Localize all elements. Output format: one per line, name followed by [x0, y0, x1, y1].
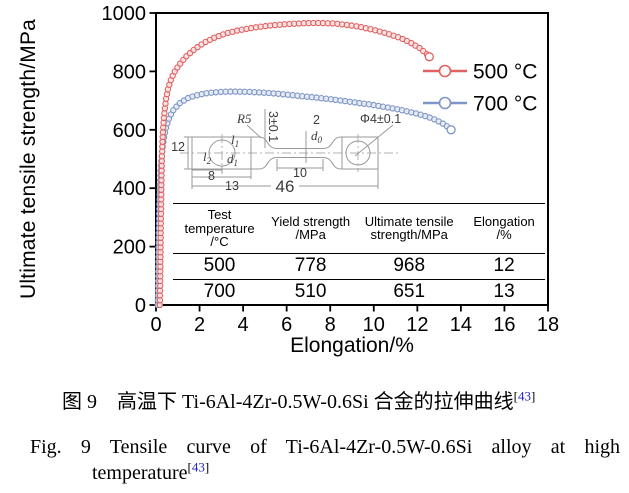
curve-700°C	[154, 88, 456, 309]
table-cell: 500	[173, 253, 266, 280]
legend-item-700°C: 700 °C	[423, 93, 537, 116]
table-cell: 13	[463, 279, 545, 306]
label-l2: l2	[203, 149, 212, 166]
x-tick-label: 6	[281, 314, 292, 336]
dim-2: 2	[313, 113, 320, 127]
x-tick-label: 16	[493, 314, 515, 336]
table-cell: 968	[355, 253, 464, 280]
label-l1: l1	[231, 132, 239, 149]
label-d0: d0	[311, 128, 323, 145]
table-header-cell: Elongation/%	[463, 203, 545, 254]
dim-hole-dia: Φ4±0.1	[360, 112, 401, 126]
dim-R5: R5	[236, 111, 252, 126]
legend-marker-icon	[438, 96, 452, 110]
table-row: 500 778 968 12	[173, 253, 545, 280]
caption-en-line2: temperature[43]	[92, 459, 210, 485]
legend-label: 700 °C	[473, 93, 537, 116]
results-table: Test temperature/°C Yield strength/MPa Ult…	[173, 203, 545, 306]
x-tick-label: 18	[537, 314, 559, 336]
x-tick-label: 0	[150, 314, 161, 336]
caption-en-line1: Fig. 9 Tensile curve of Ti-6Al-4Zr-0.5W-…	[30, 436, 620, 458]
legend-label: 500 °C	[473, 61, 537, 84]
x-tick-label: 4	[238, 314, 249, 336]
x-tick-label: 12	[406, 314, 428, 336]
label-d1: d1	[227, 151, 238, 168]
caption-zh-text: 图 9 高温下 Ti-6Al-4Zr-0.5W-0.6Si 合金的拉伸曲线	[62, 391, 514, 413]
x-tick-label: 10	[363, 314, 385, 336]
specimen-diagram: 12 R5 3±0.1 2 Φ4±0.1 8 13 10 46 l1 l2 d1…	[171, 109, 401, 196]
dim-12: 12	[171, 140, 185, 154]
x-tick-label: 14	[450, 314, 472, 336]
legend-item-500°C: 500 °C	[423, 61, 537, 84]
reference-link[interactable]: [43]	[187, 459, 210, 475]
dim-13: 13	[225, 179, 239, 193]
table-header-cell: Test temperature/°C	[173, 203, 266, 254]
y-tick-label: 800	[113, 61, 146, 83]
y-tick-label: 0	[135, 295, 146, 317]
y-tick-label: 1000	[102, 3, 147, 25]
y-tick-label: 600	[113, 120, 146, 142]
reference-link[interactable]: [43]	[513, 388, 536, 404]
table-row: 700 510 651 13	[173, 279, 545, 306]
table-header-cell: Yield strength/MPa	[266, 203, 356, 254]
y-tick-label: 200	[113, 237, 146, 259]
x-tick-label: 8	[325, 314, 336, 336]
legend: 500 °C 700 °C	[423, 61, 537, 116]
y-tick-label: 400	[113, 178, 146, 200]
dim-8: 8	[208, 169, 215, 183]
top-profile	[251, 136, 342, 149]
table-cell: 778	[266, 253, 356, 280]
dim-10: 10	[293, 166, 307, 180]
dim-46: 46	[276, 177, 295, 196]
plot-border	[155, 12, 549, 306]
curve-500°C	[156, 19, 434, 309]
caption-en-text: temperature	[92, 462, 188, 484]
table-cell: 12	[463, 253, 545, 280]
caption-zh: 图 9 高温下 Ti-6Al-4Zr-0.5W-0.6Si 合金的拉伸曲线[43…	[62, 385, 535, 414]
table-cell: 700	[173, 279, 266, 306]
legend-marker-icon	[438, 64, 452, 78]
dim-3: 3±0.1	[266, 111, 280, 142]
x-tick-label: 2	[194, 314, 205, 336]
table-header-cell: Ultimate tensile strength/MPa	[355, 203, 464, 254]
right-grip	[341, 136, 379, 170]
right-hole	[345, 140, 371, 166]
bottom-profile	[251, 157, 342, 170]
x-axis-title: Elongation/%	[290, 334, 414, 357]
